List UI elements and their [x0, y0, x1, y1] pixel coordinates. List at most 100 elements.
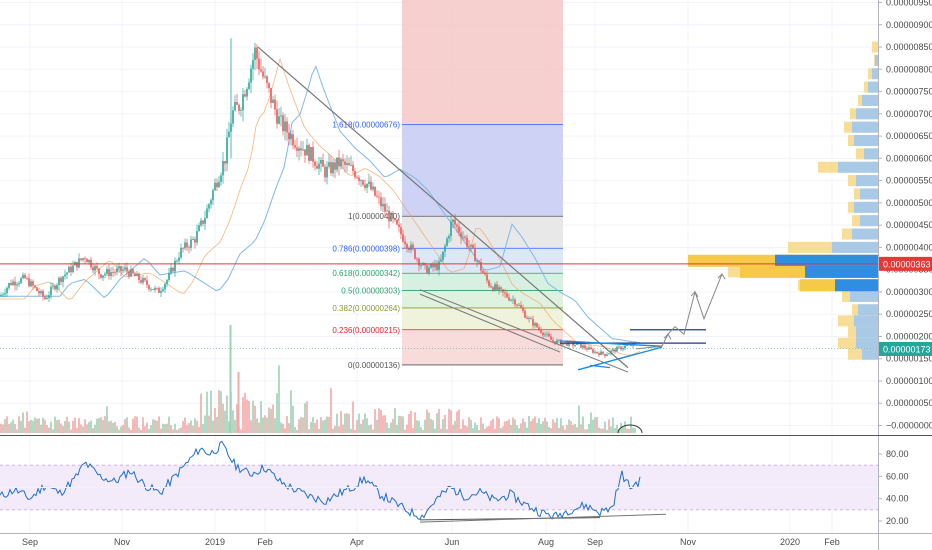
volume-profile-bar-down	[838, 161, 878, 173]
volume-bar	[478, 429, 480, 433]
candle-body	[388, 210, 390, 222]
candle-body	[498, 287, 500, 290]
candle-body	[566, 342, 568, 346]
volume-bar	[454, 420, 456, 433]
candle-body	[264, 76, 266, 78]
volume-bar	[592, 419, 594, 433]
candle-body	[98, 268, 100, 275]
fib-level-label: 0.786(0.00000398)	[332, 244, 400, 253]
volume-bar	[114, 422, 116, 433]
candle-body	[226, 137, 228, 164]
volume-bar	[582, 416, 584, 433]
volume-bar	[132, 418, 134, 433]
candle-body	[110, 272, 112, 276]
volume-bar	[254, 405, 256, 433]
volume-bar	[482, 423, 484, 433]
volume-bar	[428, 412, 430, 433]
volume-bar	[150, 425, 152, 433]
volume-bar	[330, 388, 332, 433]
volume-bar	[556, 417, 558, 433]
candle-body	[286, 121, 288, 133]
candle-body	[120, 266, 122, 271]
x-tick-label: Nov	[114, 537, 131, 547]
candle-body	[558, 339, 560, 341]
candle-body	[86, 259, 88, 263]
candle-body	[152, 289, 154, 290]
volume-bar	[288, 423, 290, 433]
y-tick-label: 0.00000200	[886, 331, 932, 341]
volume-bar	[358, 413, 360, 433]
volume-bar	[474, 422, 476, 433]
volume-bar	[412, 427, 414, 433]
candle-body	[84, 258, 86, 260]
candle-body	[396, 220, 398, 225]
volume-bar	[182, 421, 184, 433]
candle-body	[180, 247, 182, 258]
y-tick-label: 0.00000050	[886, 398, 932, 408]
volume-bar	[554, 422, 556, 433]
candle-body	[76, 262, 78, 268]
volume-bar	[536, 422, 538, 433]
volume-bar	[22, 412, 24, 433]
volume-bar	[34, 417, 36, 433]
candle-body	[600, 351, 602, 356]
candle-body	[526, 317, 528, 319]
candle-body	[80, 258, 82, 260]
volume-bar	[418, 420, 420, 433]
candle-body	[132, 269, 134, 274]
candle-body	[52, 285, 54, 287]
candle-body	[26, 278, 28, 279]
volume-bar	[102, 419, 104, 433]
price-tag-current	[879, 341, 932, 356]
candle-body	[194, 239, 196, 243]
volume-bar	[512, 417, 514, 433]
time-axis[interactable]: Sep Nov 2019 Feb Apr Jun Aug Sep Nov 2020 Feb	[22, 537, 840, 547]
candle-body	[378, 196, 380, 198]
projection-arrowhead	[717, 273, 726, 280]
volume-bar	[408, 414, 410, 433]
candle-body	[426, 265, 428, 274]
volume-bar	[456, 411, 458, 433]
volume-bar	[96, 418, 98, 433]
volume-bar	[420, 427, 422, 433]
candle-body	[430, 263, 432, 268]
volume-bar	[70, 429, 72, 433]
candle-body	[436, 264, 438, 270]
volume-bar	[130, 429, 132, 433]
candle-body	[542, 332, 544, 336]
volume-bar	[216, 416, 218, 433]
candle-body	[556, 340, 558, 344]
price-axis[interactable]: 0.00000950 0.00000900 0.00000850 0.00000800…	[878, 0, 932, 431]
candle-body	[312, 146, 314, 162]
candle-body	[42, 291, 44, 297]
volume-bar	[528, 415, 530, 433]
candle-body	[412, 244, 414, 250]
volume-bar	[184, 417, 186, 433]
volume-bar	[160, 428, 162, 433]
volume-bar	[38, 418, 40, 433]
volume-bar	[492, 418, 494, 433]
volume-bar	[86, 424, 88, 433]
volume-bar	[78, 418, 80, 433]
volume-bar	[440, 428, 442, 433]
candle-body	[54, 285, 56, 290]
volume-bar	[278, 365, 280, 433]
candle-body	[330, 162, 332, 174]
y-tick-label: 0.00000600	[886, 153, 932, 163]
y-tick-label: 0.00000450	[886, 220, 932, 230]
volume-bar	[66, 416, 68, 433]
volume-bar	[560, 418, 562, 433]
candle-body	[236, 101, 238, 105]
volume-bar	[310, 422, 312, 433]
candle-body	[456, 224, 458, 227]
price-tag-current-label: 0.00000173	[883, 344, 931, 354]
volume-bar	[352, 401, 354, 433]
volume-bar	[2, 424, 4, 433]
volume-bar	[452, 424, 454, 433]
volume-bar	[268, 407, 270, 433]
candle-body	[184, 242, 186, 249]
candle-body	[338, 157, 340, 167]
rsi-axis[interactable]: 80.00 60.00 40.00 20.00	[878, 449, 909, 526]
candle-body	[10, 283, 12, 285]
candle-body	[514, 299, 516, 305]
